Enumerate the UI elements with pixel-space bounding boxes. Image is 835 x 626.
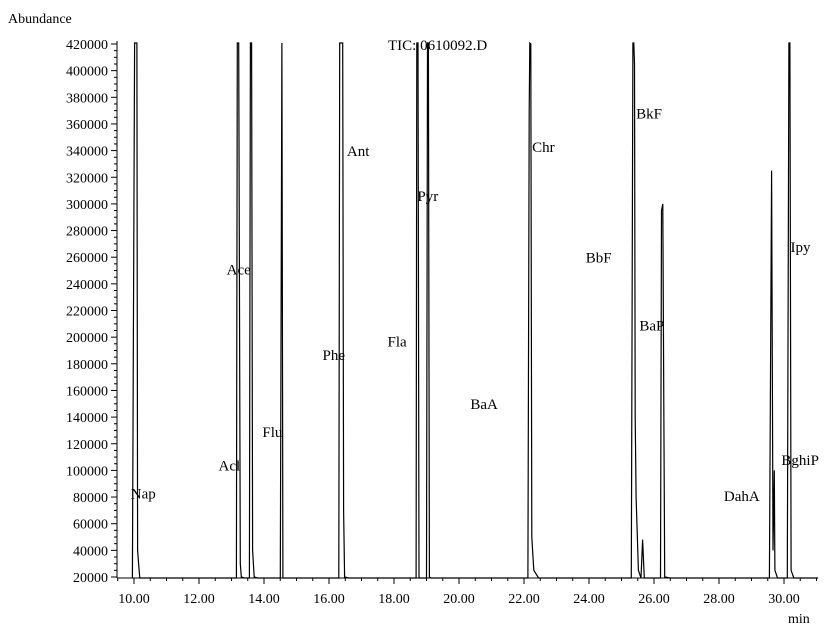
x-tick-label: 16.00 [313, 592, 345, 607]
axes [116, 41, 818, 579]
peak-label-bkf: BkF [636, 107, 662, 123]
y-tick-label: 280000 [66, 225, 108, 240]
tic-trace [131, 41, 819, 579]
y-tick-label: 420000 [66, 38, 108, 53]
x-tick-label: 24.00 [573, 592, 605, 607]
x-axis-title: min [788, 612, 810, 626]
peak-label-bghip: BghiP [781, 453, 819, 469]
peak-label-chr: Chr [532, 140, 555, 156]
y-tick-label: 240000 [66, 278, 108, 293]
peak-label-bbf: BbF [586, 251, 612, 267]
y-tick-label: 140000 [66, 411, 108, 426]
y-tick-label: 180000 [66, 358, 108, 373]
y-tick-label: 20000 [73, 571, 108, 586]
x-tick-label: 30.00 [768, 592, 800, 607]
y-tick-label: 200000 [66, 331, 108, 346]
x-tick-label: 14.00 [248, 592, 280, 607]
plot-area [131, 41, 819, 579]
chart-title: TIC: 0610092.D [388, 38, 487, 54]
x-tick-label: 26.00 [638, 592, 670, 607]
peak-label-phe: Phe [323, 348, 346, 364]
peak-label-ant: Ant [347, 144, 370, 160]
peak-label-fla: Fla [388, 334, 408, 350]
peak-label-pyr: Pyr [417, 189, 438, 205]
x-tick-label: 20.00 [443, 592, 475, 607]
peak-labels: Nap Acl Ace Flu Phe Ant Fla Pyr BaA Chr BbF BkF BaP D… [131, 107, 819, 505]
peak-label-flu: Flu [262, 425, 283, 441]
x-tick-label: 18.00 [378, 592, 410, 607]
y-axis-ticks: 20000 40000 60000 80000 100000 120000 140000 16… [66, 38, 117, 586]
x-tick-label: 28.00 [703, 592, 735, 607]
y-tick-label: 40000 [73, 544, 108, 559]
peak-label-bap: BaP [639, 318, 664, 334]
y-tick-label: 360000 [66, 118, 108, 133]
y-tick-label: 120000 [66, 438, 108, 453]
peak-label-baa: BaA [470, 397, 498, 413]
y-tick-label: 100000 [66, 464, 108, 479]
y-tick-label: 220000 [66, 305, 108, 320]
y-tick-label: 260000 [66, 251, 108, 266]
x-axis-ticks: 10.00 12.00 14.00 16.00 18.00 20.00 22.00 24.00… [117, 578, 817, 607]
y-tick-label: 340000 [66, 145, 108, 160]
y-tick-label: 160000 [66, 384, 108, 399]
peak-label-acl: Acl [219, 458, 241, 474]
y-tick-label: 60000 [73, 518, 108, 533]
y-tick-label: 400000 [66, 65, 108, 80]
x-tick-label: 22.00 [508, 592, 540, 607]
y-tick-label: 380000 [66, 91, 108, 106]
x-tick-label: 12.00 [183, 592, 215, 607]
peak-label-ipy: Ipy [791, 240, 811, 256]
peak-label-daha: DahA [724, 489, 760, 505]
peak-label-ace: Ace [227, 263, 251, 279]
y-axis-title: Abundance [8, 12, 72, 27]
x-tick-label: 10.00 [118, 592, 150, 607]
y-tick-label: 300000 [66, 198, 108, 213]
peak-label-nap: Nap [131, 486, 156, 502]
y-tick-label: 320000 [66, 171, 108, 186]
y-tick-label: 80000 [73, 491, 108, 506]
